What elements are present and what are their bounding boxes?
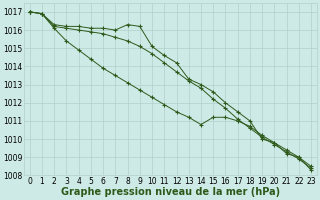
X-axis label: Graphe pression niveau de la mer (hPa): Graphe pression niveau de la mer (hPa): [61, 187, 280, 197]
